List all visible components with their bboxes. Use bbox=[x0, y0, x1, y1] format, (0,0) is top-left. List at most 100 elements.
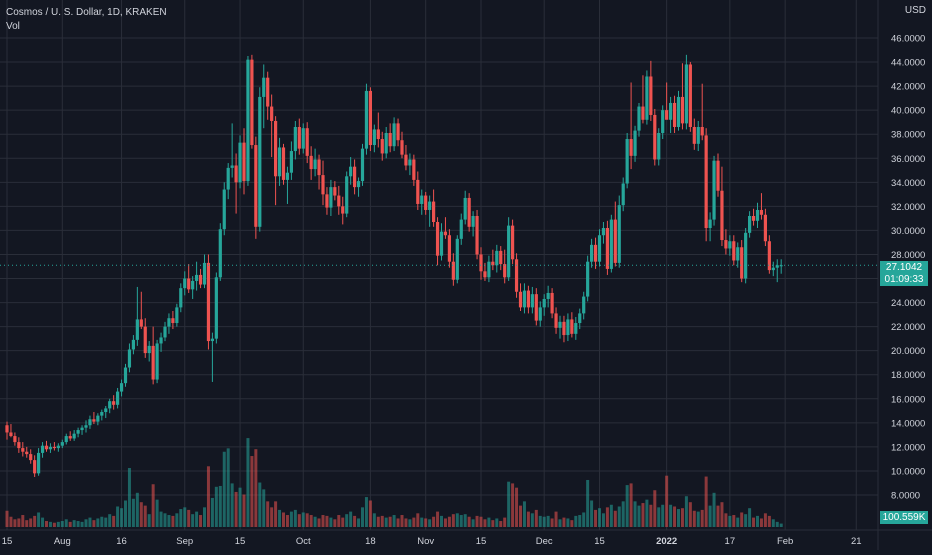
x-tick-label: 15 bbox=[476, 536, 487, 547]
volume-bar bbox=[609, 504, 613, 527]
candle-body bbox=[657, 133, 661, 160]
volume-bar bbox=[455, 513, 459, 527]
candle-body bbox=[578, 313, 582, 324]
candle-body bbox=[629, 139, 633, 156]
volume-bar bbox=[270, 507, 274, 527]
candle-body bbox=[755, 209, 760, 221]
volume-bar bbox=[633, 501, 637, 527]
volume-bar bbox=[645, 499, 649, 527]
candle-body bbox=[84, 425, 88, 428]
candle-body bbox=[234, 165, 238, 183]
volume-bar bbox=[661, 504, 665, 527]
candle-body bbox=[5, 425, 9, 433]
volume-bar bbox=[84, 519, 88, 527]
volume-bar bbox=[483, 519, 487, 527]
candle-body bbox=[143, 326, 147, 354]
candle-body bbox=[621, 183, 625, 206]
candle-body bbox=[775, 265, 779, 268]
candle-body bbox=[526, 290, 530, 308]
candle-body bbox=[672, 102, 677, 127]
candle-body bbox=[368, 90, 372, 146]
volume-bar bbox=[471, 519, 475, 527]
candle-body bbox=[131, 339, 135, 350]
candle-body bbox=[432, 201, 436, 223]
volume-bar bbox=[92, 520, 96, 527]
volume-bar bbox=[337, 515, 341, 527]
y-tick-label: 20.0000 bbox=[891, 346, 925, 357]
volume-bar bbox=[692, 510, 696, 527]
candle-body bbox=[198, 274, 203, 285]
volume-bar bbox=[519, 505, 522, 527]
candle-body bbox=[475, 215, 479, 255]
volume-bar bbox=[507, 481, 511, 527]
volume-bar bbox=[440, 515, 443, 527]
y-tick-label: 44.0000 bbox=[891, 58, 925, 69]
candle-body bbox=[558, 321, 562, 328]
candle-body bbox=[424, 195, 428, 210]
volume-bar bbox=[9, 516, 13, 527]
volume-bar bbox=[680, 508, 684, 527]
candle-body bbox=[637, 106, 641, 131]
candle-body bbox=[218, 229, 222, 278]
candle-body bbox=[356, 181, 361, 188]
y-tick-label: 28.0000 bbox=[891, 250, 925, 261]
candle-body bbox=[732, 241, 736, 261]
candle-body bbox=[665, 110, 669, 120]
volume-bar bbox=[333, 519, 337, 527]
volume-bar bbox=[467, 516, 471, 527]
volume-bar bbox=[491, 520, 495, 527]
volume-bar bbox=[266, 501, 270, 527]
candle-body bbox=[108, 401, 112, 409]
y-tick-label: 24.0000 bbox=[891, 298, 925, 309]
volume-bar bbox=[135, 492, 139, 527]
volume-bar bbox=[246, 438, 250, 527]
candle-body bbox=[60, 442, 64, 446]
volume-bar bbox=[475, 515, 479, 527]
candle-body bbox=[736, 247, 740, 261]
candle-body bbox=[321, 175, 325, 195]
volume-bar bbox=[282, 512, 285, 527]
volume-bar bbox=[108, 514, 112, 527]
bar-countdown-tag: 01:09:33 bbox=[880, 273, 928, 286]
volume-bar bbox=[724, 513, 728, 527]
candle-body bbox=[463, 197, 467, 220]
candle-body bbox=[384, 133, 388, 154]
candle-body bbox=[171, 318, 175, 324]
volume-bar bbox=[274, 501, 278, 527]
volume-bar bbox=[570, 520, 574, 527]
x-tick-label: 16 bbox=[116, 536, 127, 547]
candle-body bbox=[151, 345, 155, 380]
candle-body bbox=[329, 187, 333, 208]
candle-body bbox=[238, 142, 242, 183]
volume-bar bbox=[487, 517, 491, 527]
volume-bar bbox=[522, 501, 526, 527]
candle-body bbox=[554, 313, 558, 328]
candle-body bbox=[400, 140, 404, 155]
candle-body bbox=[13, 436, 17, 443]
volume-bar bbox=[740, 512, 744, 527]
candle-body bbox=[676, 96, 681, 127]
candle-body bbox=[289, 151, 293, 173]
volume-bar bbox=[598, 508, 601, 527]
volume-bar bbox=[420, 517, 424, 527]
y-tick-label: 38.0000 bbox=[891, 130, 925, 141]
volume-bar bbox=[408, 519, 412, 527]
candle-body bbox=[258, 96, 262, 227]
volume-bar bbox=[29, 518, 33, 527]
volume-bar bbox=[313, 516, 317, 527]
candle-body bbox=[226, 167, 230, 190]
candle-body bbox=[428, 201, 432, 210]
candle-body bbox=[33, 460, 37, 474]
volume-bar bbox=[230, 483, 234, 527]
candle-body bbox=[187, 278, 191, 290]
volume-bar bbox=[641, 503, 645, 527]
volume-bar bbox=[127, 468, 131, 527]
candle-body bbox=[479, 254, 483, 272]
candle-body bbox=[396, 123, 400, 141]
volume-bar bbox=[195, 511, 199, 527]
candle-body bbox=[779, 265, 783, 267]
candle-body bbox=[669, 102, 673, 120]
candle-body bbox=[325, 194, 329, 208]
